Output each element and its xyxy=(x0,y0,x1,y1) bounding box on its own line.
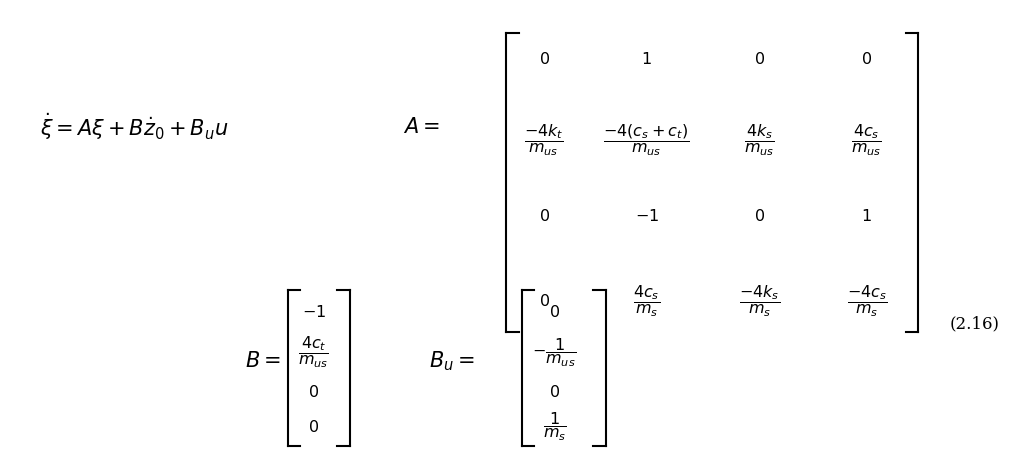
Text: $B = $: $B = $ xyxy=(244,351,280,371)
Text: $B_u = $: $B_u = $ xyxy=(429,350,474,373)
Text: $1$: $1$ xyxy=(862,207,872,225)
Text: $-\dfrac{1}{m_{us}}$: $-\dfrac{1}{m_{us}}$ xyxy=(532,336,576,369)
Text: $-1$: $-1$ xyxy=(635,207,658,225)
Text: $\dfrac{4k_s}{m_{us}}$: $\dfrac{4k_s}{m_{us}}$ xyxy=(744,122,774,158)
Text: $\dfrac{-4(c_s+c_t)}{m_{us}}$: $\dfrac{-4(c_s+c_t)}{m_{us}}$ xyxy=(604,122,690,158)
Text: $\dfrac{-4k_s}{m_s}$: $\dfrac{-4k_s}{m_s}$ xyxy=(738,284,779,319)
Text: $\dfrac{4c_s}{m_{us}}$: $\dfrac{4c_s}{m_{us}}$ xyxy=(851,122,882,158)
Text: $0$: $0$ xyxy=(862,51,872,68)
Text: $0$: $0$ xyxy=(549,384,560,401)
Text: $\dfrac{4c_t}{m_{us}}$: $\dfrac{4c_t}{m_{us}}$ xyxy=(298,335,330,370)
Text: $0$: $0$ xyxy=(539,292,549,310)
Text: $A = $: $A = $ xyxy=(403,117,440,137)
Text: $0$: $0$ xyxy=(549,304,560,321)
Text: $0$: $0$ xyxy=(308,384,319,401)
Text: $1$: $1$ xyxy=(641,51,652,68)
Text: $0$: $0$ xyxy=(539,51,549,68)
Text: $\dfrac{1}{m_s}$: $\dfrac{1}{m_s}$ xyxy=(542,411,567,444)
Text: (2.16): (2.16) xyxy=(949,315,999,332)
Text: $0$: $0$ xyxy=(754,207,765,225)
Text: $\dfrac{-4c_s}{m_s}$: $\dfrac{-4c_s}{m_s}$ xyxy=(846,284,887,319)
Text: $0$: $0$ xyxy=(308,418,319,436)
Text: $0$: $0$ xyxy=(539,207,549,225)
Text: $\dot{\xi} = A\xi + B\dot{z}_0 + B_u u$: $\dot{\xi} = A\xi + B\dot{z}_0 + B_u u$ xyxy=(40,111,229,142)
Text: $-1$: $-1$ xyxy=(302,304,326,321)
Text: $\dfrac{-4k_t}{m_{us}}$: $\dfrac{-4k_t}{m_{us}}$ xyxy=(525,122,564,158)
Text: $\dfrac{4c_s}{m_s}$: $\dfrac{4c_s}{m_s}$ xyxy=(633,284,660,319)
Text: $0$: $0$ xyxy=(754,51,765,68)
